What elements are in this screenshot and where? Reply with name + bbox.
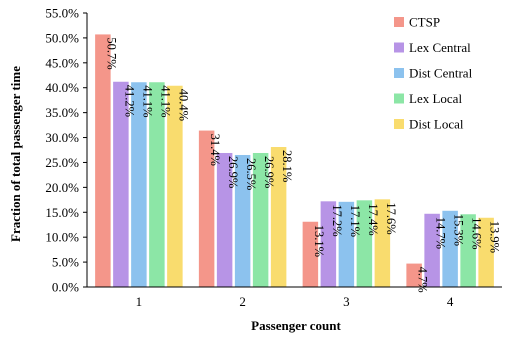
legend-swatch: [394, 119, 404, 129]
x-tick-label: 1: [136, 294, 143, 309]
bar: [131, 82, 147, 287]
data-label: 17.6%: [384, 202, 398, 234]
bar: [320, 201, 337, 287]
data-labels-group: 50.7% 41.2% 41.1% 41.1% 40.4% 31.4% 26.9% 26.5%…: [104, 37, 501, 292]
y-tick-label: 15.0%: [45, 205, 79, 220]
y-tick-label: 35.0%: [45, 105, 79, 120]
x-tick-label: 2: [239, 294, 246, 309]
data-label: 41.1%: [140, 85, 154, 117]
data-label: 13.1%: [312, 225, 326, 257]
bar: [442, 210, 458, 287]
legend-label: Lex Central: [409, 40, 471, 55]
legend-label: Lex Local: [409, 91, 462, 106]
legend-swatch: [394, 42, 404, 53]
y-tick-label: 50.0%: [45, 30, 79, 45]
x-tick-label: 4: [447, 294, 454, 309]
bar: [406, 263, 422, 287]
legend-swatch: [394, 93, 404, 104]
data-label: 26.9%: [262, 156, 276, 188]
y-axis-ticks: 0.0% 5.0% 10.0% 15.0% 20.0% 25.0% 30.0% 35.0% 40…: [45, 6, 87, 295]
y-axis-title: Fraction of total passenger time: [8, 66, 23, 242]
bar: [270, 147, 287, 287]
legend-label: Dist Local: [409, 117, 464, 132]
data-label: 14.6%: [470, 217, 484, 249]
x-axis-ticks: 1 2 3 4: [136, 294, 454, 309]
bar: [302, 221, 319, 287]
legend-label: CTSP: [409, 15, 440, 30]
data-label: 31.4%: [208, 134, 222, 166]
bar: [460, 214, 476, 287]
axes-group: [86, 13, 502, 288]
y-tick-label: 0.0%: [52, 280, 79, 295]
data-label: 17.1%: [348, 205, 362, 237]
data-label: 50.7%: [104, 37, 118, 69]
bar: [149, 82, 165, 287]
y-tick-label: 25.0%: [45, 155, 79, 170]
y-tick-label: 20.0%: [45, 180, 79, 195]
y-tick-label: 45.0%: [45, 55, 79, 70]
data-label: 13.9%: [488, 221, 502, 253]
bar: [478, 217, 494, 287]
legend-label: Dist Central: [409, 66, 473, 81]
data-label: 28.1%: [280, 150, 294, 182]
data-label: 40.4%: [176, 89, 190, 121]
y-tick-label: 40.0%: [45, 80, 79, 95]
bar: [198, 130, 215, 287]
bars-group: [95, 34, 494, 288]
y-tick-label: 5.0%: [52, 255, 79, 270]
legend-swatch: [394, 17, 404, 27]
bar: [374, 199, 391, 287]
y-tick-label: 10.0%: [45, 230, 79, 245]
x-tick-label: 3: [343, 294, 350, 309]
bar: [167, 85, 183, 287]
bar: [234, 154, 251, 287]
data-label: 26.9%: [226, 156, 240, 188]
data-label: 41.2%: [122, 85, 136, 117]
data-label: 17.4%: [366, 203, 380, 235]
y-tick-label: 30.0%: [45, 130, 79, 145]
bar: [252, 152, 269, 287]
bar: [356, 200, 373, 287]
bar: [95, 34, 111, 288]
data-label: 4.7%: [416, 267, 430, 293]
legend-swatch: [394, 68, 404, 78]
bar: [424, 213, 440, 287]
x-axis-title: Passenger count: [251, 318, 341, 333]
bar: [338, 201, 355, 287]
bar: [113, 81, 129, 288]
legend: CTSP Lex Central Dist Central Lex Local Dist…: [394, 15, 473, 132]
data-label: 15.3%: [452, 214, 466, 246]
data-label: 41.1%: [158, 85, 172, 117]
data-label: 14.7%: [434, 217, 448, 249]
data-label: 17.2%: [330, 204, 344, 236]
data-label: 26.5%: [244, 158, 258, 190]
bar: [216, 152, 233, 287]
y-tick-label: 55.0%: [45, 6, 79, 21]
